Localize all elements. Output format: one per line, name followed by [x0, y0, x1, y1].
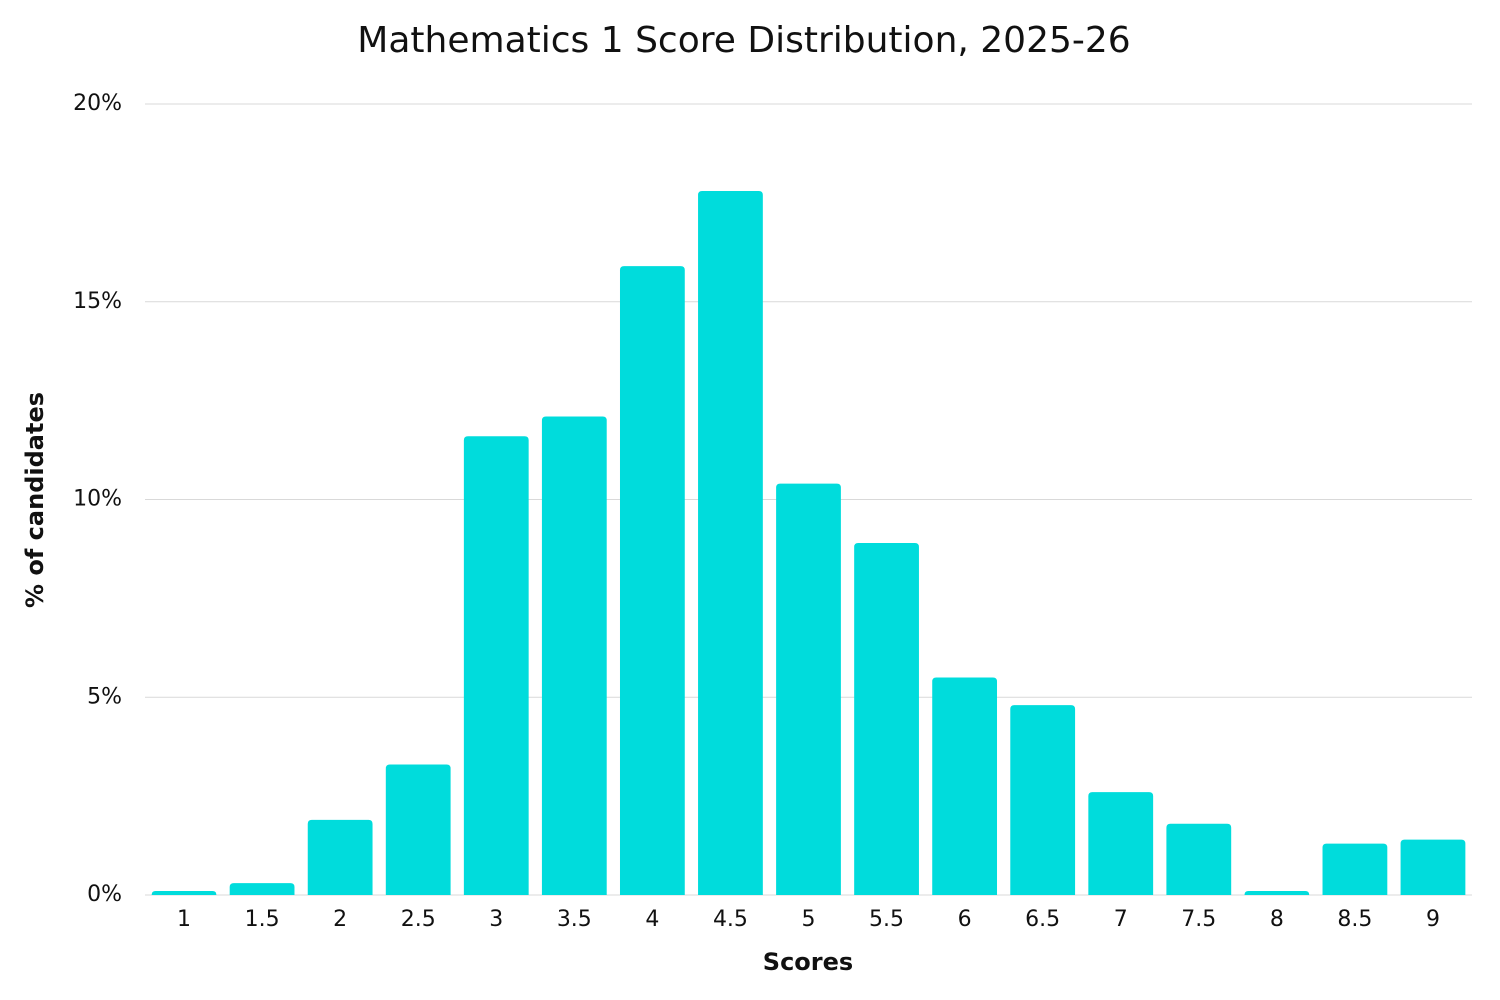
- x-tick-label: 5.5: [869, 907, 904, 932]
- x-tick-label: 8: [1270, 907, 1284, 932]
- bar: [1088, 792, 1154, 895]
- x-tick-label: 5: [802, 907, 816, 932]
- x-tick-label: 6.5: [1025, 907, 1060, 932]
- y-tick-label: 5%: [87, 684, 122, 709]
- bar: [229, 883, 295, 895]
- y-tick-label: 0%: [87, 882, 122, 907]
- bar: [1166, 823, 1232, 895]
- x-tick-label: 4.5: [713, 907, 748, 932]
- bar: [619, 266, 685, 895]
- x-tick-label: 7: [1114, 907, 1128, 932]
- x-tick-label: 6: [958, 907, 972, 932]
- x-tick-label: 8.5: [1337, 907, 1372, 932]
- bar: [385, 764, 451, 895]
- bar: [463, 436, 529, 895]
- x-tick-label: 1.5: [245, 907, 280, 932]
- bar: [1010, 705, 1076, 895]
- bar: [1322, 843, 1388, 895]
- bar: [932, 677, 998, 895]
- y-tick-label: 15%: [73, 289, 122, 314]
- bar: [1400, 839, 1466, 895]
- x-tick-label: 3: [489, 907, 503, 932]
- x-tick-label: 4: [645, 907, 659, 932]
- x-tick-label: 2.5: [401, 907, 436, 932]
- chart-title: Mathematics 1 Score Distribution, 2025-2…: [357, 20, 1130, 61]
- x-tick-label: 9: [1426, 907, 1440, 932]
- x-tick-label: 3.5: [557, 907, 592, 932]
- bar: [854, 543, 919, 895]
- y-axis-label: % of candidates: [21, 392, 49, 608]
- bar: [307, 819, 373, 895]
- y-tick-label: 10%: [73, 487, 122, 512]
- bar: [1244, 891, 1310, 895]
- bar: [698, 191, 763, 895]
- x-tick-label: 2: [333, 907, 347, 932]
- bar: [776, 483, 841, 895]
- x-tick-label: 7.5: [1181, 907, 1216, 932]
- y-tick-label: 20%: [73, 91, 122, 116]
- x-axis-label: Scores: [763, 948, 853, 976]
- bar: [541, 416, 607, 895]
- x-tick-label: 1: [177, 907, 191, 932]
- bar: [151, 891, 217, 895]
